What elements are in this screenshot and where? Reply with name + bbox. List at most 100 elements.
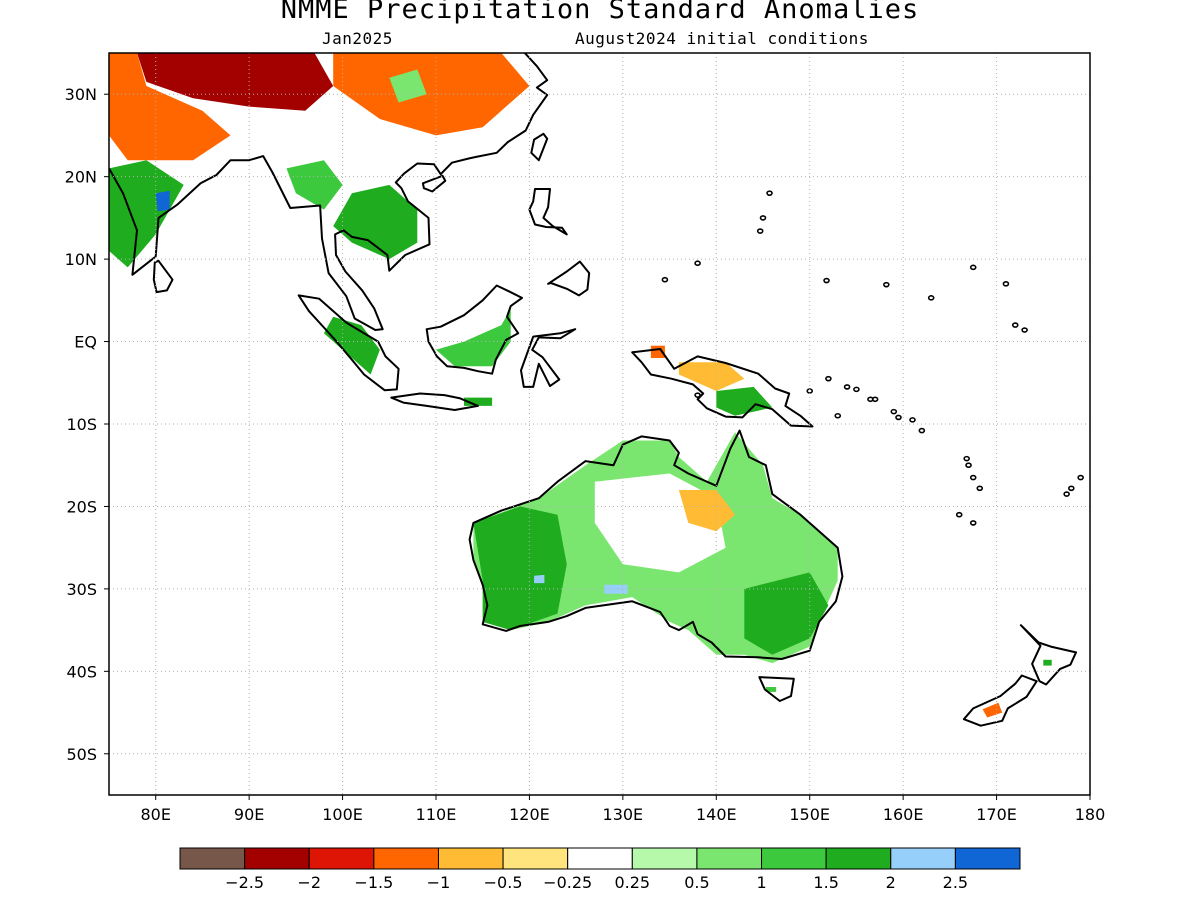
coastline-island (969, 520, 977, 526)
tick-label-lat: 30S (66, 580, 97, 599)
anomaly-region-borneo-wet (436, 308, 511, 367)
tick-label-lon: 100E (322, 805, 363, 824)
tick-label-lon: 180 (1075, 805, 1106, 824)
coastline-mindanao (547, 260, 591, 297)
anomaly-layer (109, 53, 1052, 718)
colorbar-swatch (954, 847, 1021, 870)
colorbar-swatch (631, 847, 698, 870)
colorbar-label: 1.5 (813, 873, 838, 892)
coastline-island (909, 417, 916, 423)
anomaly-region-nz-north-wet (1043, 659, 1052, 666)
colorbar-label: 2 (886, 873, 896, 892)
map-title: NMME Precipitation Standard Anomalies (280, 0, 920, 25)
colorbar-label: 0.25 (614, 873, 650, 892)
coastline-island (756, 228, 764, 234)
anomaly-region-china-dry (333, 53, 530, 136)
anomaly-region-india-north-dry (109, 53, 231, 161)
tick-label-lat: 50S (66, 745, 97, 764)
coastline-nz-south (962, 674, 1038, 727)
colorbar-swatch (437, 847, 504, 870)
coastline-island (890, 408, 898, 415)
colorbar-label: −2.5 (225, 873, 264, 892)
colorbar-label: 2.5 (943, 873, 968, 892)
coastline-island (1002, 281, 1010, 287)
colorbar-label: 0.5 (684, 873, 709, 892)
anomaly-region-australia-west-strong-wet (473, 506, 567, 631)
tick-label-lon: 130E (603, 805, 644, 824)
coastline-island (895, 414, 902, 421)
coastline-asia-mainland (109, 53, 549, 331)
colorbar-swatch (890, 847, 956, 870)
colorbar-label: −1.5 (354, 873, 393, 892)
colorbar-swatch (179, 847, 246, 870)
colorbar-label: −2 (297, 873, 321, 892)
coastline-hainan (421, 174, 447, 193)
coastline-island (823, 277, 830, 284)
colorbar-swatch (567, 847, 633, 870)
coastline-island (834, 412, 842, 419)
coastline-island (1063, 491, 1070, 497)
colorbar-swatch (825, 847, 892, 870)
colorbar-swatch (761, 847, 827, 870)
colorbar: −2.5 −2 −1.5 −1 −0.5 −0.25 0.25 0.5 1 1.5 2 2.5 (179, 847, 1021, 892)
coastline-island (867, 396, 874, 403)
coastline-island (969, 474, 977, 481)
coastline-island (694, 260, 701, 267)
tick-label-lon: 140E (696, 805, 737, 824)
colorbar-swatch (308, 847, 375, 870)
coastline-tasmania (758, 676, 795, 702)
coastline-new-guinea (631, 348, 814, 428)
tick-label-lon: 120E (509, 805, 550, 824)
anomaly-region-india-east-wet (109, 160, 184, 268)
anomaly-region-india-blue (155, 190, 170, 212)
coastline-island (918, 427, 926, 434)
coastline-island (825, 375, 832, 382)
coastline-taiwan (530, 132, 549, 162)
anomaly-region-sumatra-wet (323, 316, 380, 375)
coastline-australia (468, 429, 844, 660)
anomaly-region-australia-southeast-wet (744, 572, 829, 655)
coastline-island (965, 462, 972, 469)
coastline-layer (109, 53, 1084, 727)
tick-label-lat: 20N (65, 168, 97, 187)
coastline-island (1021, 327, 1028, 333)
colorbar-label: 1 (756, 873, 766, 892)
anomaly-region-australia-blue-2 (604, 584, 628, 594)
tick-label-lon: 110E (416, 805, 457, 824)
target-month: Jan2025 (322, 29, 393, 48)
coastline-island (955, 511, 963, 518)
anomaly-region-myanmar-wet (286, 160, 343, 210)
coastline-island (883, 281, 890, 288)
tick-label-lon: 80E (140, 805, 170, 824)
coastline-island (1011, 322, 1019, 328)
colorbar-label: −1 (427, 873, 451, 892)
anomaly-region-tibet-dry (137, 53, 334, 111)
gridline-layer (109, 53, 1090, 795)
colorbar-swatch (502, 847, 569, 870)
colorbar-swatch (373, 847, 439, 870)
coastline-island (963, 455, 970, 462)
map-frame (108, 52, 1091, 796)
anomaly-region-png-wet (716, 386, 773, 416)
coastline-island (1068, 485, 1075, 492)
anomaly-region-australia-interior-dry (678, 490, 735, 532)
coastline-sulawesi (520, 328, 577, 388)
tick-label-lat: EQ (74, 333, 97, 352)
tick-label-lat: 10N (65, 250, 97, 269)
tick-label-lon: 90E (234, 805, 264, 824)
anomaly-region-png-dry (678, 362, 745, 391)
anomaly-region-tasmania-wet (765, 687, 777, 692)
coastline-island (976, 485, 984, 492)
tick-label-lon: 160E (883, 805, 924, 824)
anomaly-region-nz-south-dry (982, 702, 1003, 718)
coastline-island (694, 392, 701, 398)
tick-label-lon: 150E (789, 805, 830, 824)
coastline-borneo (425, 284, 523, 375)
coastline-island (843, 384, 851, 390)
anomaly-region-indochina-wet (333, 184, 418, 260)
coastline-island (853, 386, 860, 393)
colorbar-swatch (244, 847, 310, 870)
axis-layer: 80E 90E 100E 110E 120E 130E 140E 150E 160E 170E 18… (65, 52, 1106, 824)
coastline-island (661, 276, 669, 283)
